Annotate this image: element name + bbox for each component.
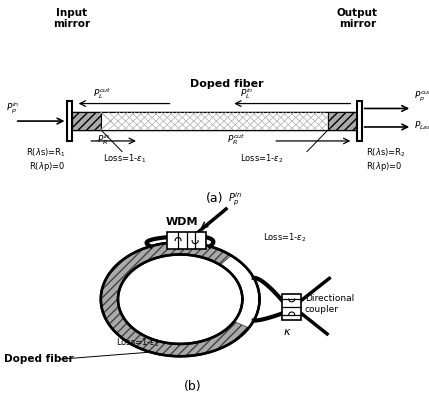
Text: (a): (a) xyxy=(206,192,223,205)
Text: $P_p^{in}$: $P_p^{in}$ xyxy=(228,191,243,209)
Text: Loss=1-$\varepsilon_1$: Loss=1-$\varepsilon_1$ xyxy=(103,153,147,165)
Text: $P_{Las}$: $P_{Las}$ xyxy=(414,119,429,132)
Text: WDM: WDM xyxy=(166,217,199,227)
Text: Input
mirror: Input mirror xyxy=(53,8,90,30)
Text: Loss=1-$\varepsilon_1$: Loss=1-$\varepsilon_1$ xyxy=(116,336,159,349)
Text: Output
mirror: Output mirror xyxy=(337,8,378,30)
Polygon shape xyxy=(101,242,260,356)
Text: R($\lambda$p)=0: R($\lambda$p)=0 xyxy=(366,160,402,173)
Text: $P_p^{out}$: $P_p^{out}$ xyxy=(414,88,429,104)
Text: $P_L^{in}$: $P_L^{in}$ xyxy=(240,86,253,101)
Text: $P_R^{in}$: $P_R^{in}$ xyxy=(97,132,110,147)
Polygon shape xyxy=(101,242,249,356)
Bar xyxy=(101,112,328,130)
Text: $P_R^{out}$: $P_R^{out}$ xyxy=(227,132,246,147)
Text: (b): (b) xyxy=(184,380,202,393)
Text: Doped fiber: Doped fiber xyxy=(190,79,264,89)
Text: R($\lambda$s)=R$_2$: R($\lambda$s)=R$_2$ xyxy=(366,146,405,159)
Text: Directional
coupler: Directional coupler xyxy=(305,294,354,314)
Text: $P_L^{out}$: $P_L^{out}$ xyxy=(93,86,111,101)
Text: Loss=1-$\varepsilon_2$: Loss=1-$\varepsilon_2$ xyxy=(240,153,283,165)
Text: Loss=1-$\varepsilon_2$: Loss=1-$\varepsilon_2$ xyxy=(263,231,307,244)
Bar xyxy=(72,112,101,130)
Bar xyxy=(72,112,357,130)
Bar xyxy=(328,112,357,130)
Bar xyxy=(67,101,72,141)
Bar xyxy=(167,232,206,249)
Text: Doped fiber: Doped fiber xyxy=(4,354,74,365)
Text: $\kappa$: $\kappa$ xyxy=(283,327,292,337)
Bar xyxy=(357,101,362,141)
Text: R($\lambda$s)=R$_1$: R($\lambda$s)=R$_1$ xyxy=(26,146,65,159)
Text: R($\lambda$p)=0: R($\lambda$p)=0 xyxy=(29,160,65,173)
Text: $P_p^{in}$: $P_p^{in}$ xyxy=(6,101,20,116)
Polygon shape xyxy=(103,311,214,356)
Bar xyxy=(282,294,302,320)
